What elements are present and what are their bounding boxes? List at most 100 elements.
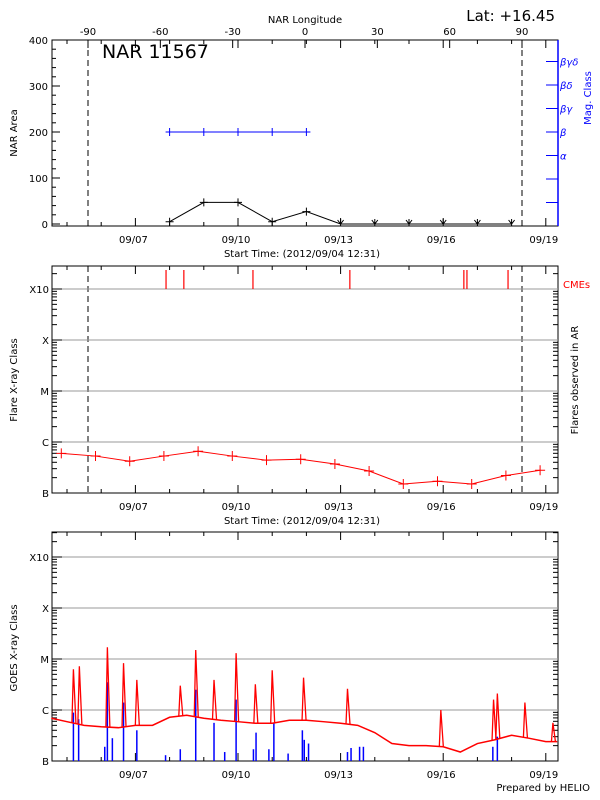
latitude-label: Lat: +16.45 [466, 7, 555, 25]
x-tick-label: 09/07 [119, 502, 148, 513]
goes-flare-peak [438, 709, 444, 747]
goes-flare-peak [491, 699, 497, 741]
mag-class-point [234, 128, 242, 136]
goes-flare-peak [178, 685, 184, 717]
area-zero-arrow [337, 219, 344, 225]
goes-flare-peak [522, 702, 529, 738]
area-point [268, 217, 277, 226]
x-tick-label: 09/10 [222, 770, 251, 781]
goes-flare-peak [233, 653, 240, 722]
x-tick-label: 09/13 [324, 770, 353, 781]
area-point [234, 198, 242, 207]
y-tick-label: 300 [29, 82, 48, 93]
goes-flare-peak [345, 688, 351, 725]
panel1-y2label: Mag. Class [583, 71, 594, 125]
flare-point [124, 456, 135, 467]
x-tick-label: 09/10 [222, 235, 251, 246]
area-point [302, 207, 311, 216]
flare-point [535, 465, 546, 476]
y-tick-label: X10 [29, 553, 49, 564]
goes-flare-peak [71, 669, 77, 724]
area-zero-arrow [508, 219, 515, 225]
lon-tick-label: -30 [224, 27, 240, 38]
flare-point [398, 479, 409, 490]
panel3-ylabel: GOES X-ray Class [9, 604, 20, 691]
panel1-ylabel: NAR Area [9, 109, 20, 156]
goes-flare-peak [495, 693, 501, 740]
y-tick-label: 100 [29, 174, 48, 185]
panel1-frame [51, 39, 559, 227]
x-tick-label: 09/07 [119, 770, 148, 781]
region-title: NAR 11567 [102, 41, 209, 63]
y-tick-label: 0 [42, 220, 48, 231]
mag-class-point [165, 128, 174, 136]
x-tick-label: 09/19 [529, 235, 558, 246]
flare-point [466, 479, 477, 490]
x-tick-label: 09/16 [427, 502, 456, 513]
goes-flare-peak [193, 649, 199, 717]
y-tick-label: M [40, 655, 49, 666]
y-tick-label: C [42, 438, 49, 449]
panel2-frame [51, 265, 559, 494]
goes-flare-peak [105, 647, 111, 728]
goes-flare-peak [550, 722, 557, 742]
cme-label: CMEs [563, 280, 590, 291]
x-tick-label: 09/13 [324, 235, 353, 246]
goes-flare-peak [211, 679, 218, 720]
panel2-ylabel: Flare X-ray Class [9, 338, 20, 422]
area-zero-arrow [405, 219, 413, 225]
x-tick-label: 09/16 [427, 770, 456, 781]
x-tick-label: 09/19 [529, 502, 558, 513]
goes-flare-peak [270, 670, 276, 724]
goes-flare-peak [77, 666, 83, 725]
y-tick-label: X [42, 604, 49, 615]
y-tick-label: X [42, 336, 49, 347]
chart-marks: 09/07 09/10 09/13 09/16 09/19 09/07 09/10 09/13… [29, 27, 579, 781]
lon-tick-label: -90 [80, 27, 96, 38]
y-tick-label: X10 [29, 285, 49, 296]
y-tick-label: B [42, 757, 49, 768]
y2-tick-label: βγδ [559, 58, 578, 69]
goes-flare-peak [301, 677, 307, 721]
flare-point [364, 466, 375, 476]
x-tick-label: 09/13 [324, 502, 353, 513]
flare-point [158, 451, 169, 462]
mag-class-point [199, 128, 208, 136]
lon-tick-label: 60 [443, 27, 456, 38]
goes-flare-peak [121, 663, 127, 727]
flare-point [295, 454, 306, 465]
lon-tick-label: 0 [302, 27, 308, 38]
flare-point [329, 459, 340, 470]
area-zero-arrow [371, 219, 379, 225]
flare-point [227, 451, 238, 462]
lon-tick-label: 30 [371, 27, 384, 38]
flare-point [193, 446, 204, 457]
flare-point [261, 455, 272, 466]
lon-tick-label: -60 [152, 27, 168, 38]
flare-point [90, 451, 101, 462]
y-tick-label: B [42, 489, 49, 500]
area-point [199, 198, 208, 207]
y-tick-label: 200 [29, 128, 48, 139]
lon-tick-label: 90 [516, 27, 529, 38]
top-axis-label: NAR Longitude [268, 15, 342, 26]
goes-flare-peak [253, 684, 259, 724]
mag-class-point [268, 128, 277, 136]
goes-flare-peak [134, 679, 140, 726]
area-point [165, 217, 174, 226]
footer-credit: Prepared by HELIO [496, 783, 590, 794]
y-tick-label: M [40, 387, 49, 398]
flare-point [56, 448, 67, 459]
x-tick-label: 09/07 [119, 235, 148, 246]
y-tick-label: 400 [29, 36, 48, 47]
y2-tick-label: β [559, 128, 567, 139]
area-zero-arrow [474, 219, 481, 225]
panel2-y2label: Flares observed in AR [570, 326, 581, 435]
flare-point [432, 476, 443, 487]
panel1-xlabel: Start Time: (2012/09/04 12:31) [224, 249, 380, 260]
x-tick-label: 09/16 [427, 235, 456, 246]
area-zero-arrow [439, 219, 447, 225]
flare-point [500, 470, 511, 481]
